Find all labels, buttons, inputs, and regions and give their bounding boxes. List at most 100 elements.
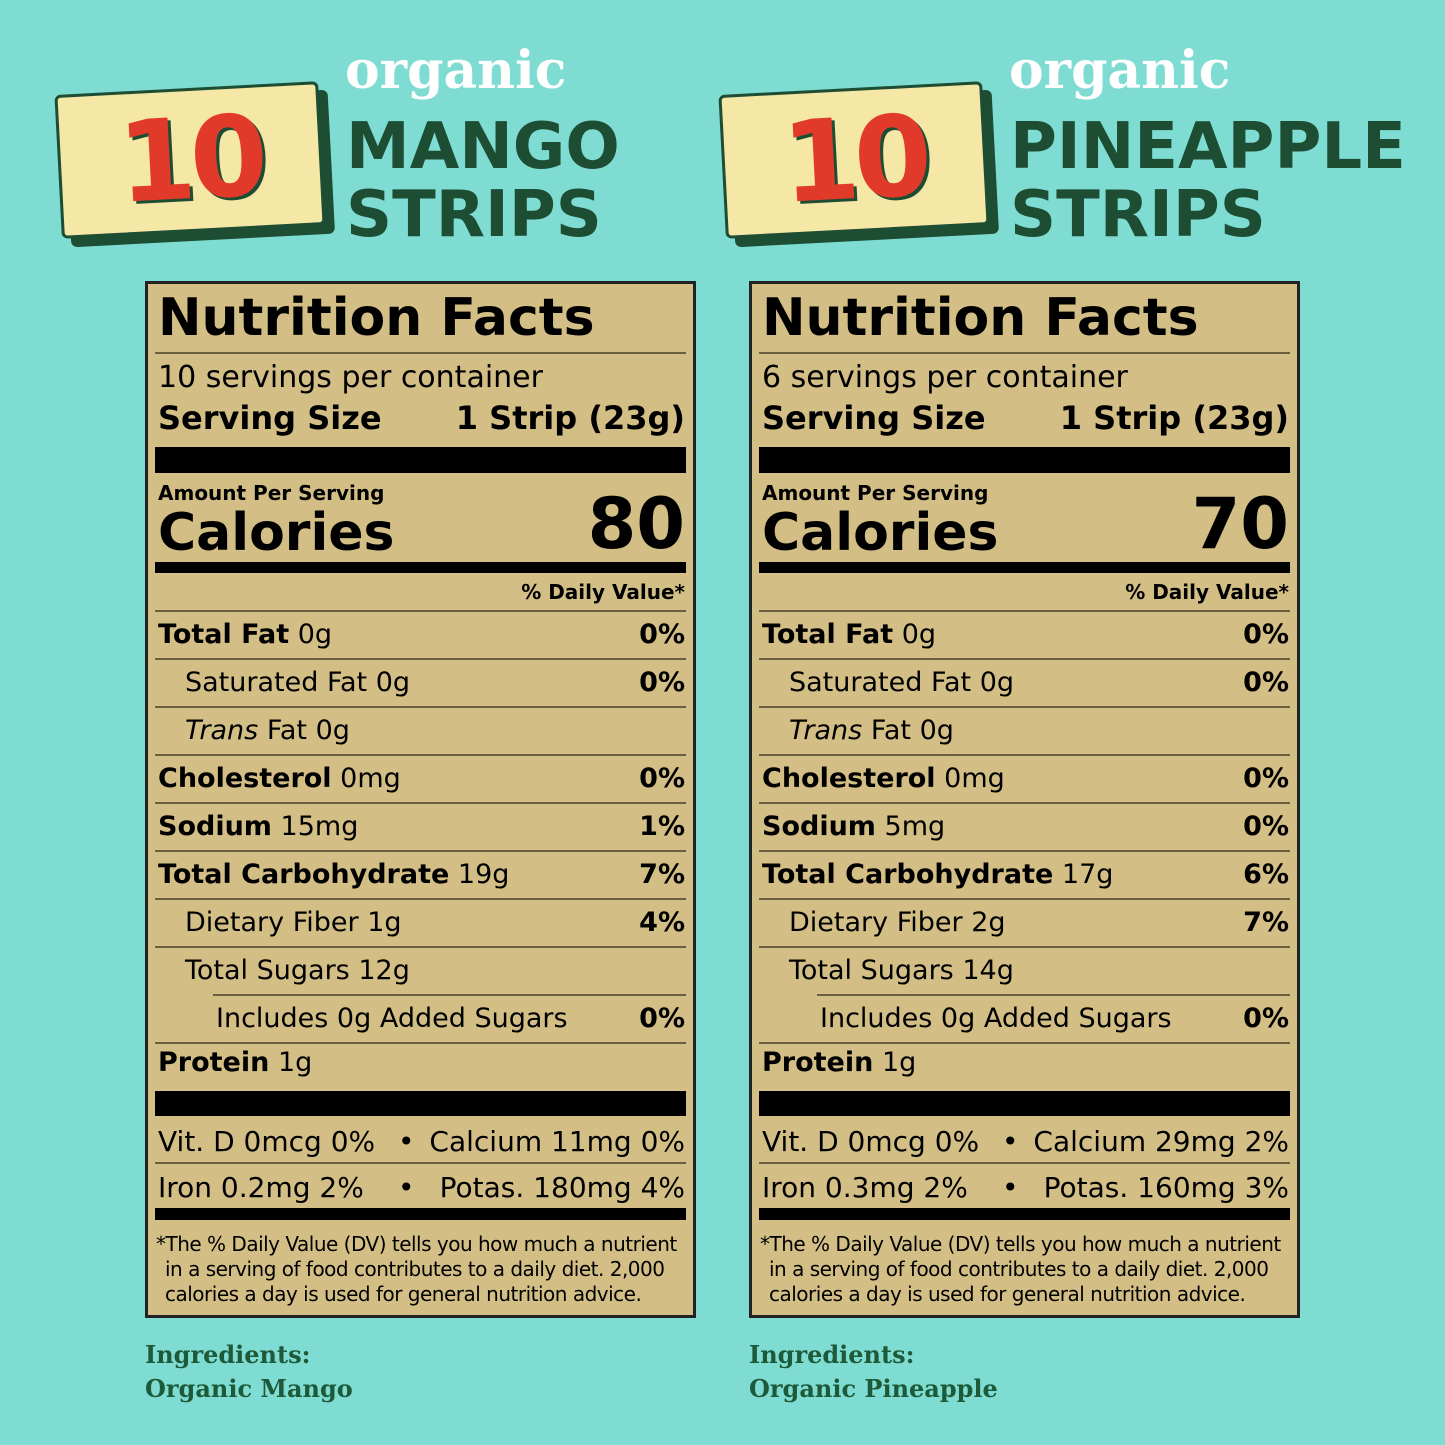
dv-header: % Daily Value* xyxy=(1125,580,1289,604)
nutrient: Total Sugars 12g xyxy=(185,955,410,986)
vitamin: Potas. 180mg 4% xyxy=(439,1171,685,1204)
rule xyxy=(155,1162,686,1164)
nutrient-name: Dietary Fiber xyxy=(789,907,963,938)
bullet: • xyxy=(1002,1125,1019,1158)
daily-value: 0% xyxy=(639,619,685,650)
daily-value: 0% xyxy=(639,667,685,698)
daily-value: 0% xyxy=(1243,811,1289,842)
count-badge: 10 xyxy=(718,81,990,239)
footnote: calories a day is used for general nutri… xyxy=(769,1282,1246,1306)
count: 10 xyxy=(114,91,266,229)
bar xyxy=(759,1091,1290,1116)
product-name: PINEAPPLE xyxy=(1010,110,1406,184)
nutrient-name: Includes 0g Added Sugars xyxy=(820,1003,1172,1034)
vitamin: Iron 0.2mg 2% xyxy=(158,1171,364,1204)
bar xyxy=(155,1208,686,1220)
rule xyxy=(759,802,1290,804)
nutrient-amount: 5mg xyxy=(884,811,946,842)
product-name: MANGO xyxy=(346,110,620,184)
rule xyxy=(759,610,1290,612)
nutrient-name: Total Fat xyxy=(158,619,290,650)
nutrition-label: Nutrition Facts 6 servings per container S… xyxy=(749,281,1300,1318)
nutrient-name: Total Carbohydrate xyxy=(158,859,450,890)
nutrient-name: Trans xyxy=(789,715,863,746)
vitamin: Iron 0.3mg 2% xyxy=(762,1171,968,1204)
nutrient-name: Fat xyxy=(266,715,308,746)
daily-value: 6% xyxy=(1243,859,1289,890)
rule xyxy=(155,802,686,804)
nutrient: Sodium 5mg xyxy=(762,811,945,842)
nutrient-amount: 0g xyxy=(919,715,954,746)
product-name: STRIPS xyxy=(1010,178,1266,252)
footnote: in a serving of food contributes to a da… xyxy=(769,1257,1269,1281)
bar xyxy=(759,1208,1290,1220)
nutrient: Total Sugars 14g xyxy=(789,955,1014,986)
calories: 70 xyxy=(1191,483,1289,565)
label-title: Nutrition Facts xyxy=(762,288,1199,348)
bar xyxy=(759,562,1290,573)
rule xyxy=(759,754,1290,756)
serving-size-label: Serving Size xyxy=(158,399,382,437)
footnote: calories a day is used for general nutri… xyxy=(165,1282,642,1306)
nutrient-amount: 0g xyxy=(375,667,411,698)
servings: 6 servings per container xyxy=(762,360,1128,395)
nutrient: Protein 1g xyxy=(762,1047,916,1078)
vitamin: Vit. D 0mcg 0% xyxy=(762,1125,980,1158)
count-badge: 10 xyxy=(54,81,326,239)
rule xyxy=(759,1042,1290,1044)
count: 10 xyxy=(778,91,930,229)
bullet: • xyxy=(398,1171,415,1204)
nutrient-name: Total Fat xyxy=(762,619,894,650)
nutrient-name: Cholesterol xyxy=(158,763,332,794)
ingredients: Organic Pineapple xyxy=(749,1374,998,1403)
nutrient-amount: 0g xyxy=(901,619,937,650)
nutrient-amount: 0mg xyxy=(340,763,401,794)
vitamin: Vit. D 0mcg 0% xyxy=(158,1125,376,1158)
nutrition-label: Nutrition Facts 10 servings per container… xyxy=(145,281,696,1318)
organic: organic xyxy=(345,40,567,101)
nutrient-name: Cholesterol xyxy=(762,763,936,794)
nutrient-amount: 0g xyxy=(297,619,333,650)
daily-value: 7% xyxy=(1243,907,1289,938)
nutrient-amount: 12g xyxy=(358,955,410,986)
daily-value: 0% xyxy=(639,763,685,794)
bar xyxy=(155,562,686,573)
daily-value: 0% xyxy=(639,1003,685,1034)
ingredients-label: Ingredients: xyxy=(145,1340,311,1369)
nutrient: Trans Fat 0g xyxy=(185,715,350,746)
bullet: • xyxy=(1002,1171,1019,1204)
calories-label: Calories xyxy=(158,503,395,563)
rule xyxy=(759,850,1290,852)
daily-value: 0% xyxy=(1243,763,1289,794)
rule xyxy=(759,352,1290,354)
bar xyxy=(759,447,1290,473)
nutrient: Total Fat 0g xyxy=(158,619,332,650)
nutrient-amount: 1g xyxy=(881,1047,917,1078)
label-title: Nutrition Facts xyxy=(158,288,595,348)
nutrient: Trans Fat 0g xyxy=(789,715,954,746)
rule xyxy=(155,610,686,612)
nutrient: Sodium 15mg xyxy=(158,811,358,842)
rule xyxy=(213,994,686,996)
rule xyxy=(155,706,686,708)
nutrient: Dietary Fiber 2g xyxy=(789,907,1006,938)
rule xyxy=(155,658,686,660)
serving-size: 1 Strip (23g) xyxy=(1059,399,1289,437)
vitamin: Potas. 160mg 3% xyxy=(1043,1171,1289,1204)
nutrient-name: Total Carbohydrate xyxy=(762,859,1054,890)
rule xyxy=(155,946,686,948)
nutrient-amount: 17g xyxy=(1061,859,1114,890)
nutrient-amount: 2g xyxy=(971,907,1006,938)
footnote: *The % Daily Value (DV) tells you how mu… xyxy=(760,1232,1281,1256)
nutrient-amount: 1g xyxy=(367,907,402,938)
rule xyxy=(759,1162,1290,1164)
nutrient-name: Dietary Fiber xyxy=(185,907,359,938)
bar xyxy=(155,447,686,473)
rule xyxy=(759,706,1290,708)
nutrient-name: Total Sugars xyxy=(185,955,350,986)
nutrient: Includes 0g Added Sugars xyxy=(820,1003,1172,1034)
servings: 10 servings per container xyxy=(158,360,543,395)
daily-value: 4% xyxy=(639,907,685,938)
rule xyxy=(759,898,1290,900)
